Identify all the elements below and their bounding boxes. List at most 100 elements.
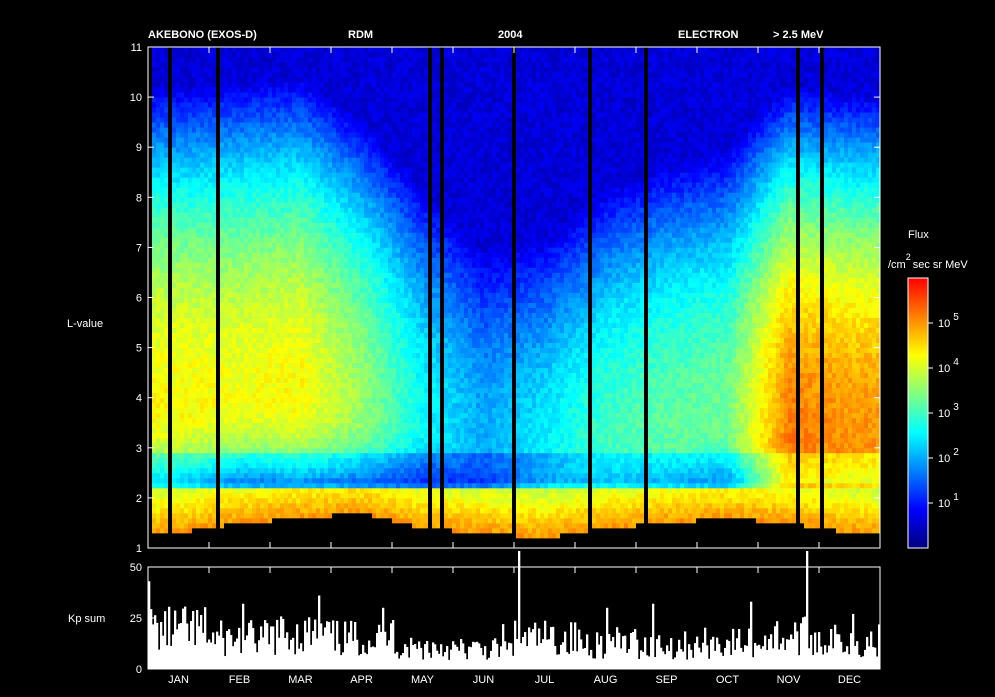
heatmap-cell (260, 483, 264, 488)
heatmap-cell (256, 62, 260, 67)
heatmap-cell (228, 533, 232, 538)
heatmap-cell (264, 147, 268, 152)
heatmap-cell (212, 127, 216, 132)
heatmap-cell (344, 538, 348, 543)
heatmap-cell (164, 212, 168, 217)
heatmap-cell (240, 142, 244, 147)
heatmap-cell (276, 393, 280, 398)
heatmap-cell (160, 282, 164, 287)
heatmap-cell (284, 418, 288, 423)
heatmap-cell (164, 47, 168, 52)
heatmap-cell (288, 182, 292, 187)
heatmap-cell (288, 328, 292, 333)
heatmap-cell (260, 127, 264, 132)
heatmap-cell (232, 303, 236, 308)
heatmap-cell (220, 363, 224, 368)
heatmap-cell (200, 107, 204, 112)
heatmap-cell (204, 107, 208, 112)
heatmap-cell (312, 192, 316, 197)
heatmap-cell (148, 303, 152, 308)
heatmap-cell (340, 343, 344, 348)
heatmap-cell (224, 177, 228, 182)
heatmap-cell (284, 378, 288, 383)
heatmap-cell (340, 348, 344, 353)
heatmap-cell (228, 438, 232, 443)
heatmap-cell (340, 393, 344, 398)
heatmap-cell (316, 162, 320, 167)
heatmap-cell (296, 403, 300, 408)
heatmap-cell (256, 338, 260, 343)
heatmap-cell (224, 513, 228, 518)
heatmap-cell (256, 333, 260, 338)
heatmap-cell (232, 52, 236, 57)
heatmap-cell (192, 217, 196, 222)
heatmap-cell (280, 272, 284, 277)
heatmap-cell (264, 132, 268, 137)
heatmap-cell (216, 473, 220, 478)
heatmap-cell (292, 428, 296, 433)
heatmap-cell (160, 82, 164, 87)
heatmap-cell (200, 212, 204, 217)
heatmap-cell (176, 393, 180, 398)
heatmap-cell (320, 292, 324, 297)
heatmap-cell (204, 277, 208, 282)
heatmap-cell (236, 438, 240, 443)
heatmap-cell (272, 523, 276, 528)
heatmap-cell (260, 408, 264, 413)
heatmap-cell (168, 348, 172, 353)
heatmap-cell (324, 207, 328, 212)
heatmap-cell (216, 298, 220, 303)
heatmap-cell (300, 528, 304, 533)
heatmap-cell (196, 403, 200, 408)
heatmap-cell (280, 182, 284, 187)
heatmap-cell (272, 373, 276, 378)
heatmap-cell (264, 167, 268, 172)
heatmap-cell (244, 508, 248, 513)
heatmap-cell (188, 277, 192, 282)
heatmap-cell (148, 458, 152, 463)
heatmap-cell (340, 493, 344, 498)
heatmap-cell (312, 363, 316, 368)
heatmap-cell (180, 468, 184, 473)
heatmap-cell (264, 518, 268, 523)
heatmap-cell (320, 232, 324, 237)
heatmap-cell (332, 348, 336, 353)
heatmap-cell (160, 292, 164, 297)
heatmap-cell (312, 538, 316, 543)
heatmap-cell (220, 277, 224, 282)
heatmap-cell (168, 127, 172, 132)
heatmap-cell (272, 498, 276, 503)
heatmap-cell (260, 137, 264, 142)
heatmap-cell (172, 137, 176, 142)
heatmap-cell (344, 528, 348, 533)
heatmap-cell (264, 478, 268, 483)
heatmap-cell (268, 318, 272, 323)
heatmap-cell (216, 237, 220, 242)
heatmap-cell (308, 77, 312, 82)
heatmap-cell (152, 398, 156, 403)
heatmap-cell (180, 328, 184, 333)
heatmap-cell (164, 323, 168, 328)
heatmap-cell (252, 428, 256, 433)
heatmap-cell (212, 57, 216, 62)
heatmap-cell (252, 257, 256, 262)
heatmap-cell (312, 373, 316, 378)
heatmap-cell (240, 343, 244, 348)
heatmap-cell (200, 508, 204, 513)
heatmap-cell (288, 313, 292, 318)
heatmap-cell (156, 277, 160, 282)
heatmap-cell (292, 282, 296, 287)
heatmap-cell (284, 112, 288, 117)
heatmap-cell (300, 523, 304, 528)
heatmap-cell (236, 508, 240, 513)
heatmap-cell (320, 308, 324, 313)
heatmap-cell (248, 192, 252, 197)
heatmap-cell (176, 473, 180, 478)
heatmap-cell (280, 388, 284, 393)
heatmap-cell (172, 438, 176, 443)
heatmap-cell (216, 197, 220, 202)
heatmap-cell (328, 448, 332, 453)
heatmap-cell (284, 318, 288, 323)
heatmap-cell (220, 82, 224, 87)
heatmap-cell (152, 107, 156, 112)
